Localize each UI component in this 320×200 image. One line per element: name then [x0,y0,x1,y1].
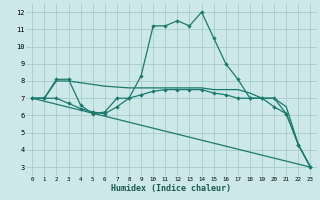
X-axis label: Humidex (Indice chaleur): Humidex (Indice chaleur) [111,184,231,193]
